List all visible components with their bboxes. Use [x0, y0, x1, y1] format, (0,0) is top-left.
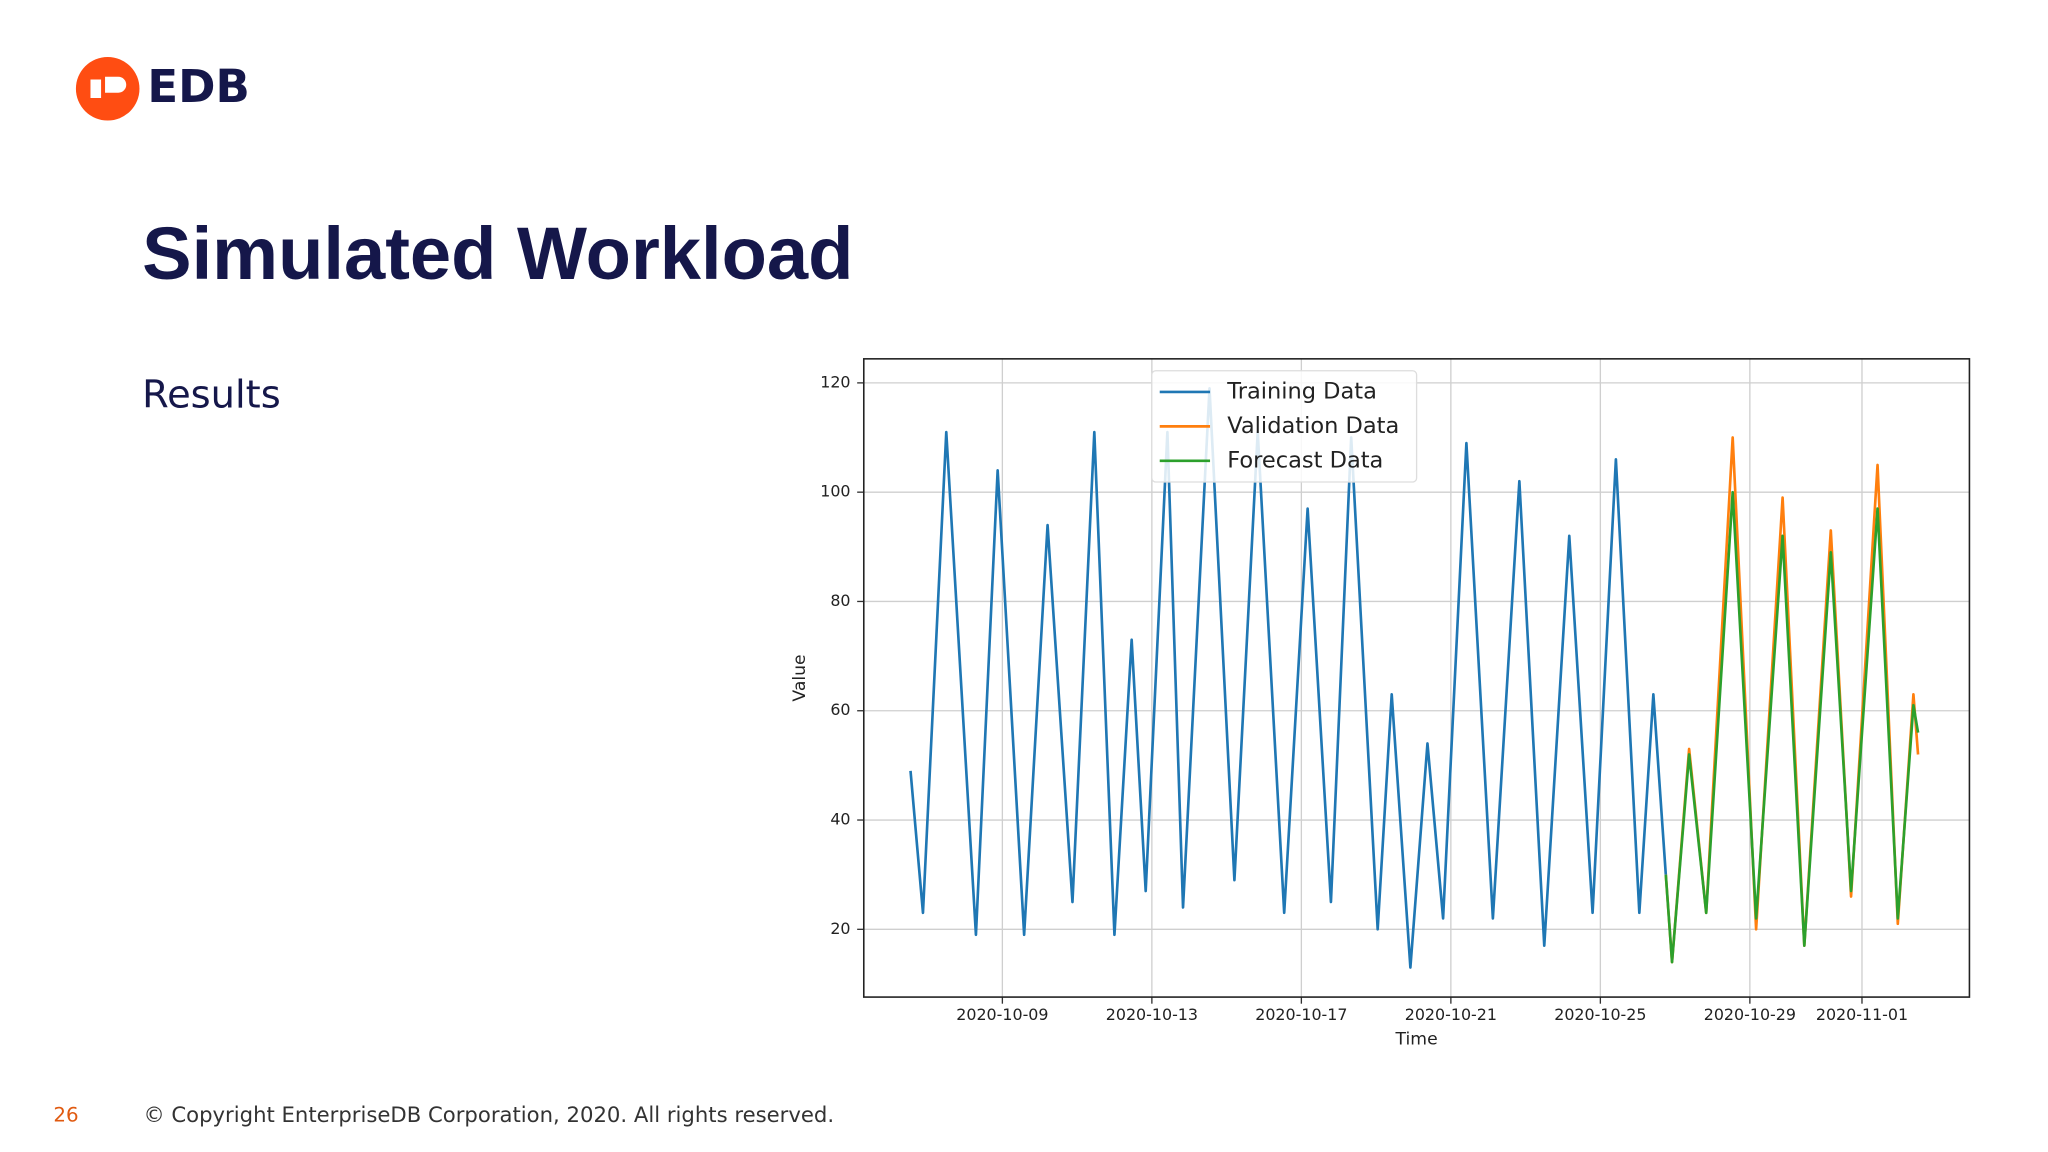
y-tick-label: 80 [830, 591, 850, 610]
legend-label: Forecast Data [1227, 447, 1383, 473]
x-axis-label: Time [1395, 1029, 1438, 1049]
y-tick-label: 120 [820, 372, 850, 391]
y-tick-label: 40 [830, 810, 850, 829]
y-tick-label: 60 [830, 700, 850, 719]
series-line [1664, 490, 1920, 964]
x-tick-label: 2020-10-25 [1554, 1005, 1646, 1024]
legend-label: Validation Data [1227, 413, 1399, 439]
legend: Training Data Validation Data Forecast Dat… [1151, 370, 1418, 483]
x-tick-label: 2020-11-01 [1816, 1005, 1908, 1024]
logo-text: EDB [147, 60, 249, 113]
x-tick-label: 2020-10-29 [1704, 1005, 1796, 1024]
plot-frame [862, 358, 1971, 998]
copyright: © Copyright EnterpriseDB Corporation, 20… [143, 1102, 834, 1127]
slide-subtitle: Results [142, 373, 281, 418]
x-tick-label: 2020-10-17 [1255, 1005, 1347, 1024]
logo-glyph [90, 76, 127, 98]
x-tick-label: 2020-10-21 [1405, 1005, 1497, 1024]
slide-title: Simulated Workload [142, 212, 853, 295]
legend-label: Training Data [1226, 378, 1377, 404]
y-axis-label: Value [790, 654, 810, 701]
y-tick-label: 100 [820, 482, 850, 501]
chart: 20 40 60 80 100 120 2020-10-09 2020-10-13 2020-1… [790, 358, 1971, 1049]
y-tick-label: 20 [830, 919, 850, 938]
legend-box [1151, 370, 1418, 483]
series-line [909, 387, 1668, 969]
page-number: 26 [53, 1104, 78, 1127]
x-tick-label: 2020-10-09 [956, 1005, 1048, 1024]
x-tick-label: 2020-10-13 [1106, 1005, 1198, 1024]
